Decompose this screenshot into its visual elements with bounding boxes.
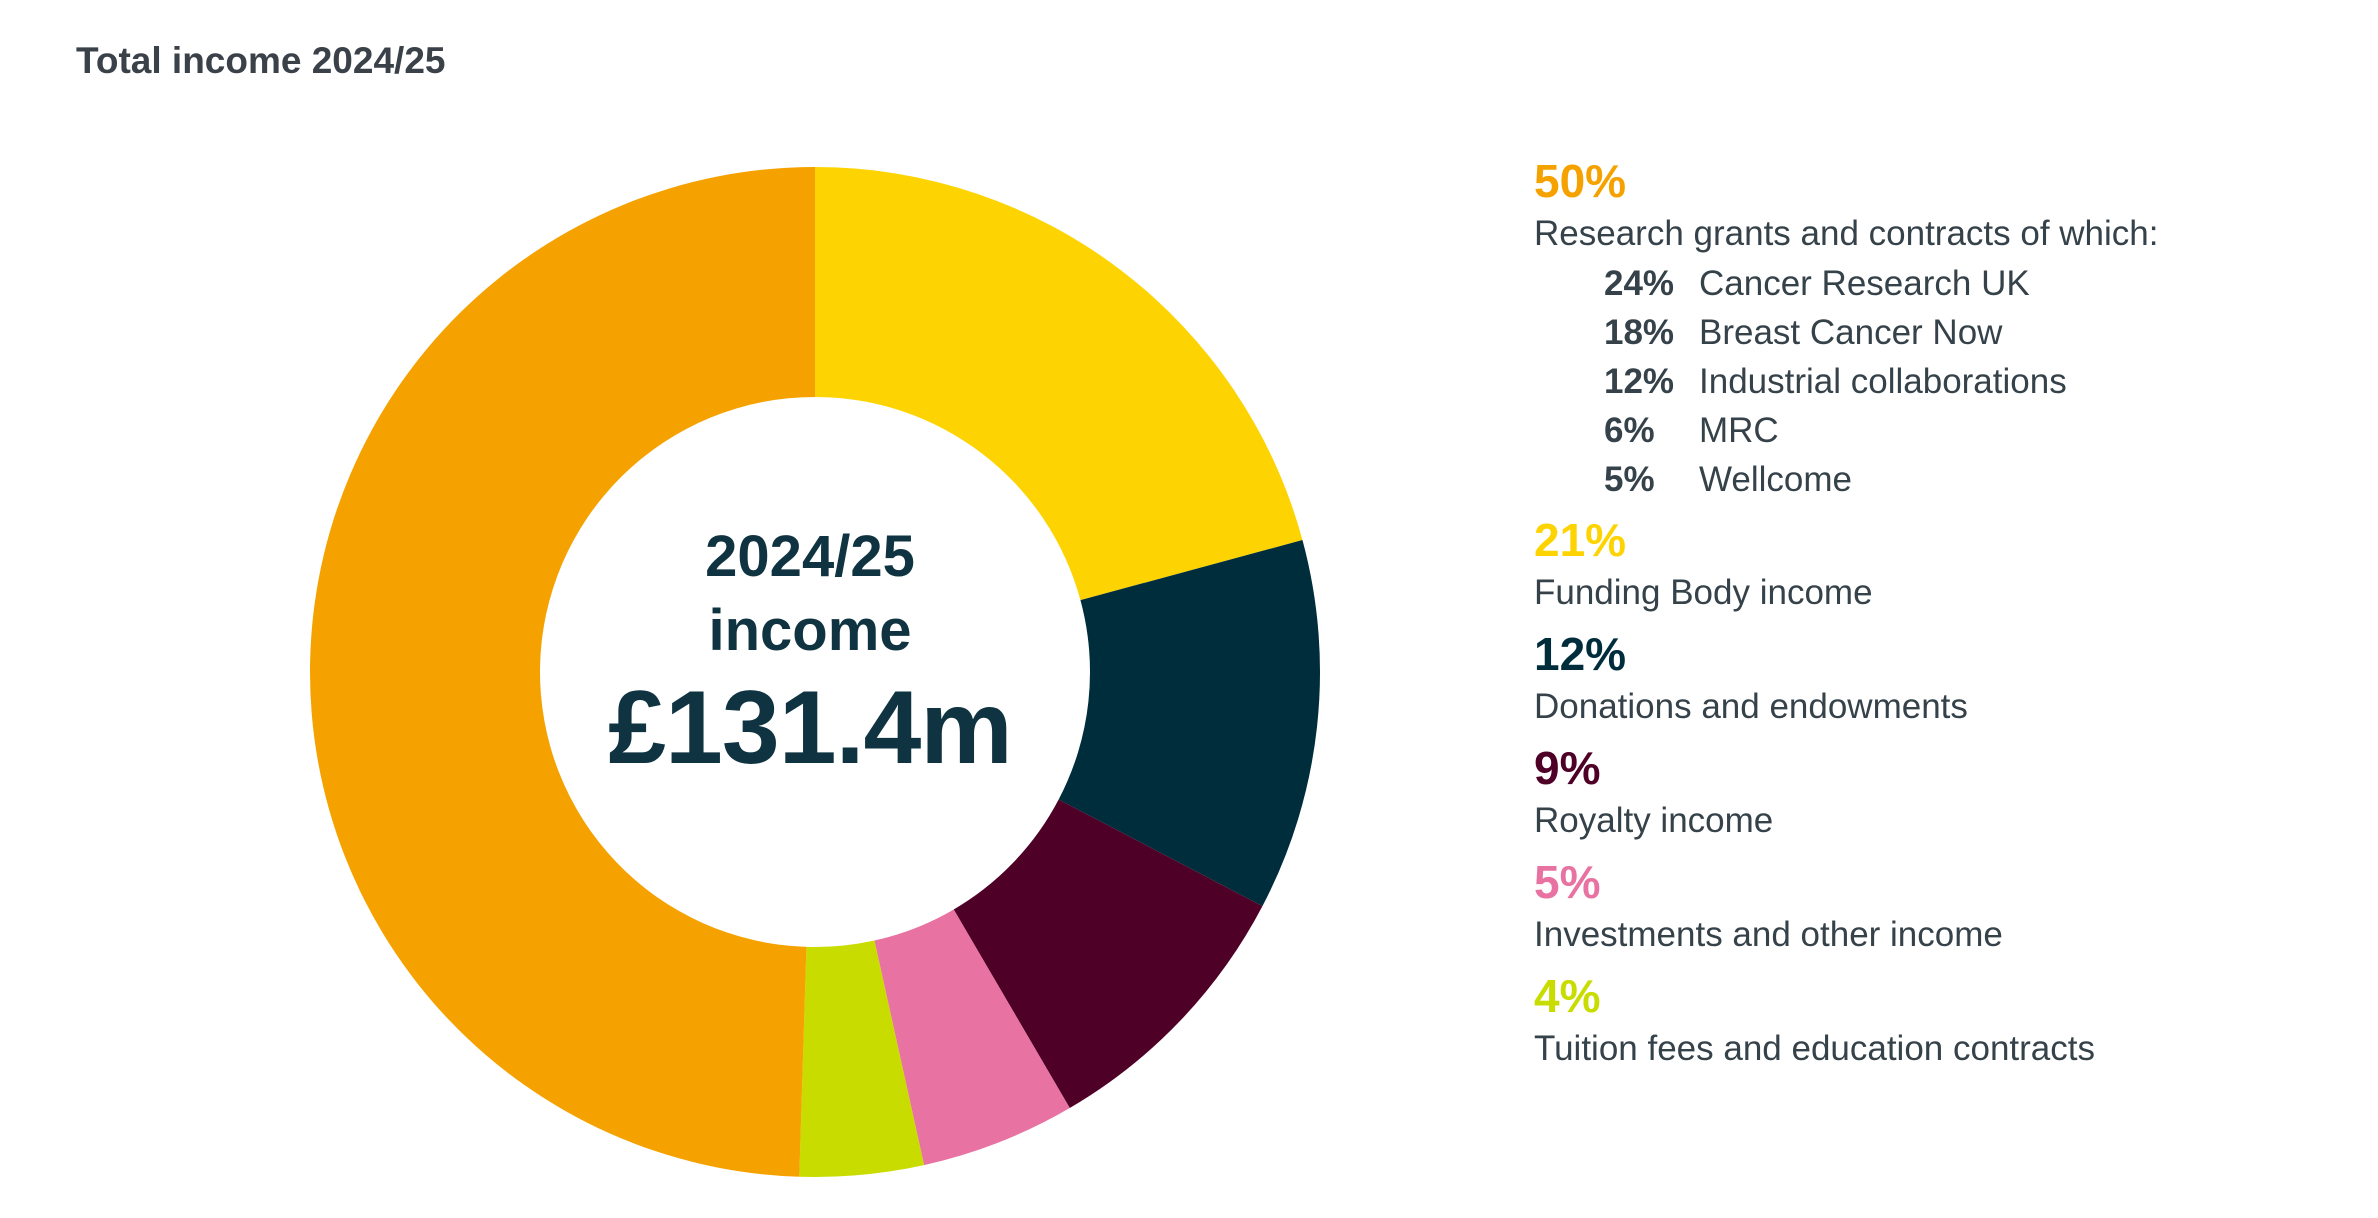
sub-label: Breast Cancer Now	[1699, 313, 2003, 352]
legend-item-investments: 5% Investments and other income	[1534, 854, 2354, 960]
center-caption: income	[708, 598, 912, 663]
legend-pct: 5%	[1534, 856, 1601, 908]
donut-slice-investments-and-other-income	[874, 909, 1070, 1166]
sub-label: MRC	[1699, 411, 1779, 450]
sub-item: 6% MRC	[1534, 406, 2354, 455]
sub-pct: 24%	[1604, 264, 1675, 303]
donut-slice-funding-body-income	[815, 167, 1303, 601]
center-total-amount: £131.4m	[608, 670, 1013, 786]
legend-label: Royalty income	[1534, 801, 1774, 840]
sub-item: 5% Wellcome	[1534, 455, 2354, 504]
donut-slices	[309, 167, 1321, 1177]
legend-pct: 21%	[1534, 514, 1627, 566]
sub-pct: 6%	[1604, 411, 1655, 450]
legend-item-tuition: 4% Tuition fees and education contracts	[1534, 968, 2354, 1074]
sub-item: 24% Cancer Research UK	[1534, 259, 2354, 308]
legend-item-research: 50% Research grants and contracts of whi…	[1534, 153, 2354, 504]
legend-label: Investments and other income	[1534, 915, 2003, 954]
legend: 50% Research grants and contracts of whi…	[1534, 153, 2354, 1082]
legend-label: Donations and endowments	[1534, 687, 1968, 726]
donut-slice-research-grants-and-contracts	[309, 167, 815, 1177]
sub-item: 18% Breast Cancer Now	[1534, 308, 2354, 357]
legend-label: Funding Body income	[1534, 573, 1873, 612]
sub-item: 12% Industrial collaborations	[1534, 357, 2354, 406]
sub-pct: 18%	[1604, 313, 1675, 352]
legend-item-royalty: 9% Royalty income	[1534, 740, 2354, 846]
sub-label: Cancer Research UK	[1699, 264, 2030, 303]
legend-pct: 4%	[1534, 970, 1601, 1022]
sub-label: Wellcome	[1699, 460, 1853, 499]
donut-center-label: 2024/25 income £131.4m	[560, 520, 1060, 788]
legend-label: Tuition fees and education contracts	[1534, 1029, 2095, 1068]
center-year: 2024/25	[705, 524, 915, 589]
legend-label: Research grants and contracts of which:	[1534, 214, 2159, 253]
sub-pct: 12%	[1604, 362, 1675, 401]
donut-slice-royalty-income	[953, 799, 1263, 1109]
legend-pct: 9%	[1534, 742, 1601, 794]
legend-pct: 12%	[1534, 628, 1627, 680]
legend-item-donations: 12% Donations and endowments	[1534, 626, 2354, 732]
legend-item-funding-body: 21% Funding Body income	[1534, 512, 2354, 618]
research-breakdown-list: 24% Cancer Research UK 18% Breast Cancer N…	[1534, 259, 2354, 504]
chart-title: Total income 2024/25	[76, 40, 446, 81]
donut-slice-donations-and-endowments	[1058, 540, 1321, 907]
donut-slice-tuition-fees-and-education-contracts	[799, 940, 925, 1177]
legend-pct: 50%	[1534, 155, 1627, 207]
sub-pct: 5%	[1604, 460, 1655, 499]
sub-label: Industrial collaborations	[1699, 362, 2067, 401]
